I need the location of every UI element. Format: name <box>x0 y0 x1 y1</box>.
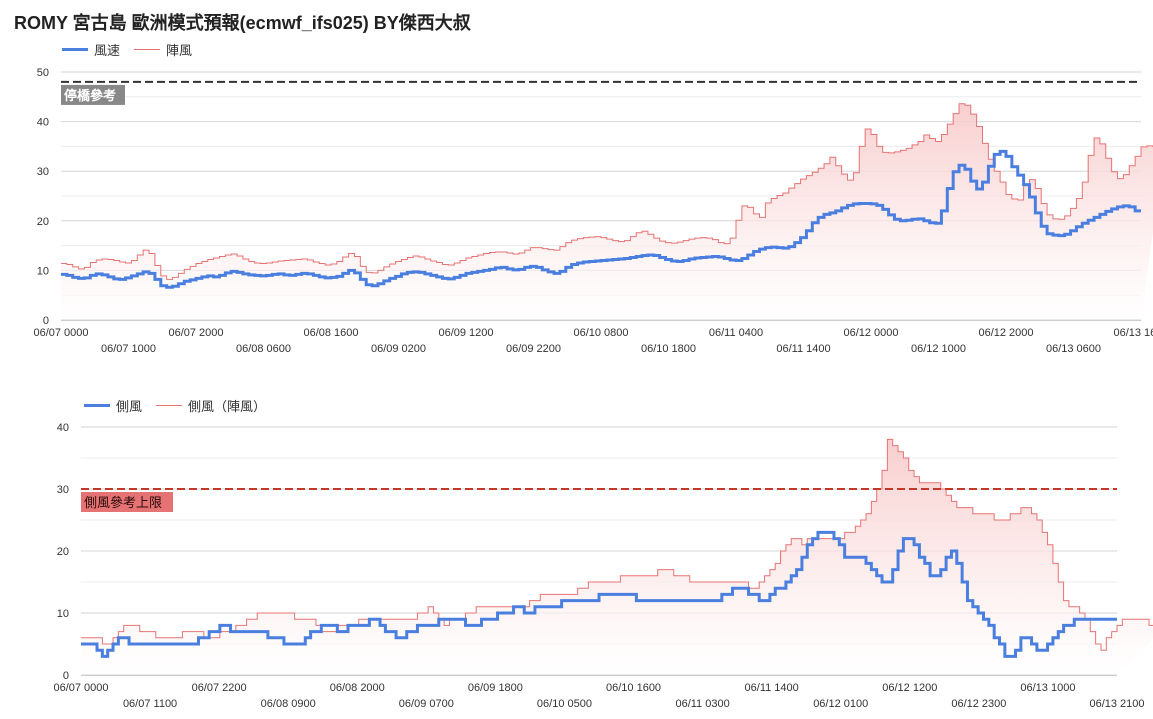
wind-series-line <box>61 149 1141 289</box>
x-tick-label: 06/10 1600 <box>606 682 661 694</box>
gust-series-line <box>61 103 1153 280</box>
x-tick-label: 06/09 1200 <box>438 327 493 339</box>
y-tick-label: 40 <box>57 422 69 434</box>
x-tick-label: 06/08 1600 <box>303 327 358 339</box>
legend-swatch-gust <box>134 49 161 50</box>
gust-area-fill <box>81 439 1153 675</box>
y-tick-label: 10 <box>57 608 69 620</box>
x-tick-label: 06/08 2000 <box>330 682 385 694</box>
x-tick-label: 06/09 0700 <box>399 698 454 710</box>
x-tick-label: 06/07 0000 <box>53 682 108 694</box>
reference-label-bg <box>81 492 173 512</box>
y-tick-label: 20 <box>37 216 49 228</box>
legend-swatch-crosswind <box>84 404 110 407</box>
x-tick-label: 06/12 1000 <box>911 343 966 355</box>
x-tick-label: 06/13 2100 <box>1089 698 1144 710</box>
x-tick-label: 06/12 2300 <box>951 698 1006 710</box>
x-tick-label: 06/11 0400 <box>709 327 763 339</box>
x-tick-label: 06/09 2200 <box>506 343 561 355</box>
x-tick-label: 06/11 0300 <box>675 698 729 710</box>
x-tick-label: 06/12 0000 <box>843 327 898 339</box>
legend-item-wind[interactable]: 風速 <box>62 40 120 59</box>
wind-series-line <box>81 530 1117 658</box>
legend-item-crosswind[interactable]: 側風 <box>84 396 142 415</box>
y-tick-label: 10 <box>37 265 49 277</box>
y-tick-label: 30 <box>37 166 49 178</box>
legend-item-crosswind-gust[interactable]: 側風（陣風） <box>156 396 266 415</box>
reference-label: 停橋參考 <box>64 88 116 103</box>
x-tick-label: 06/13 0600 <box>1046 343 1101 355</box>
y-tick-label: 40 <box>37 117 49 129</box>
x-tick-label: 06/12 2000 <box>978 327 1033 339</box>
page-title: ROMY 宮古島 歐洲模式預報(ecmwf_ifs025) BY傑西大叔 <box>14 13 471 33</box>
reference-label-bg <box>61 84 125 105</box>
x-tick-label: 06/13 1000 <box>1020 682 1075 694</box>
x-tick-label: 06/10 1800 <box>641 343 696 355</box>
legend-swatch-wind <box>62 48 88 51</box>
x-tick-label: 06/12 0100 <box>813 698 868 710</box>
y-tick-label: 50 <box>37 67 49 79</box>
x-tick-label: 06/09 0200 <box>371 343 426 355</box>
x-tick-label: 06/11 1400 <box>745 682 799 694</box>
y-tick-label: 20 <box>57 546 69 558</box>
x-tick-label: 06/07 2200 <box>192 682 247 694</box>
legend-label-crosswind-gust: 側風（陣風） <box>188 399 267 414</box>
y-tick-label: 30 <box>57 484 69 496</box>
x-tick-label: 06/07 1100 <box>123 698 177 710</box>
x-tick-label: 06/07 2000 <box>168 327 223 339</box>
legend-item-gust[interactable]: 陣風 <box>134 40 192 59</box>
x-tick-label: 06/12 1200 <box>882 682 937 694</box>
chart1-legend: 風速 陣風 <box>62 40 206 59</box>
x-tick-label: 06/10 0500 <box>537 698 592 710</box>
chart2-legend: 側風 側風（陣風） <box>84 396 280 415</box>
x-tick-label: 06/07 1000 <box>101 343 156 355</box>
legend-swatch-crosswind-gust <box>156 405 183 406</box>
x-tick-label: 06/09 1800 <box>468 682 523 694</box>
x-tick-label: 06/10 0800 <box>573 327 628 339</box>
x-tick-label: 06/11 1400 <box>776 343 830 355</box>
legend-label-gust: 陣風 <box>166 43 193 58</box>
x-tick-label: 06/08 0600 <box>236 343 291 355</box>
gust-series-line <box>81 438 1153 651</box>
reference-label: 側風參考上限 <box>84 495 162 510</box>
gust-area-fill <box>61 103 1153 320</box>
legend-label-crosswind: 側風 <box>116 399 143 414</box>
x-tick-label: 06/13 1600 <box>1113 327 1153 339</box>
y-tick-label: 0 <box>43 315 49 327</box>
x-tick-label: 06/07 0000 <box>33 327 88 339</box>
y-tick-label: 0 <box>63 670 69 682</box>
legend-label-wind: 風速 <box>94 43 121 58</box>
x-tick-label: 06/08 0900 <box>261 698 316 710</box>
